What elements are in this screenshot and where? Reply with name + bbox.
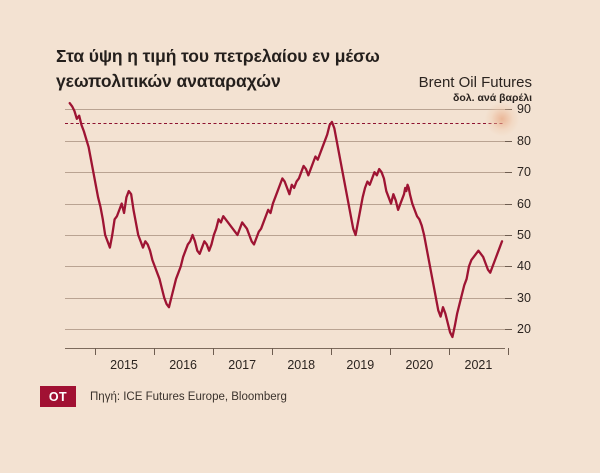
gridline xyxy=(65,329,505,331)
y-tick-label: 50 xyxy=(517,227,531,242)
x-tick-label: 2021 xyxy=(464,358,493,372)
x-tick-label: 2015 xyxy=(110,358,138,372)
page-title: Στα ύψη η τιμή του πετρελαίου εν μέσω γε… xyxy=(56,44,476,94)
y-tick-label: 80 xyxy=(517,133,531,148)
y-tick-label: 30 xyxy=(517,290,531,305)
gridline xyxy=(65,234,505,236)
x-tick-mark xyxy=(448,348,450,355)
x-axis-line xyxy=(65,348,505,349)
chart-plot-area: 20 30 40 50 60 70 80 90 2015 2016 2017 2018 2019 202… xyxy=(65,100,531,372)
y-tick-mark xyxy=(505,140,512,142)
y-tick-mark xyxy=(505,329,512,331)
gridline xyxy=(65,266,505,268)
x-tick-label: 2018 xyxy=(287,358,316,372)
x-tick-mark xyxy=(153,348,155,355)
y-tick-mark xyxy=(505,234,512,236)
y-tick-label: 40 xyxy=(517,259,531,274)
x-tick-mark xyxy=(330,348,332,355)
y-tick-mark xyxy=(505,266,512,268)
x-tick-mark xyxy=(271,348,273,355)
gridline xyxy=(65,203,505,205)
source-note: Πηγή: ICE Futures Europe, Bloomberg xyxy=(90,390,287,403)
gridline xyxy=(65,109,505,111)
y-tick-label: 70 xyxy=(517,165,531,180)
title-line-2: γεωπολιτικών αναταραχών xyxy=(56,71,281,91)
x-tick-label: 2017 xyxy=(228,358,257,372)
x-tick-mark xyxy=(94,348,96,355)
title-line-1: Στα ύψη η τιμή του πετρελαίου εν μέσω xyxy=(56,46,380,66)
y-tick-label: 60 xyxy=(517,196,531,211)
y-tick-label: 90 xyxy=(517,102,531,117)
x-tick-mark xyxy=(389,348,391,355)
gridline xyxy=(65,172,505,174)
y-tick-mark xyxy=(505,203,512,205)
x-tick-label: 2020 xyxy=(405,358,434,372)
x-tick-label: 2019 xyxy=(346,358,375,372)
footer: ΟΤ Πηγή: ICE Futures Europe, Bloomberg xyxy=(40,386,287,407)
brent-oil-line-chart xyxy=(65,101,505,339)
x-tick-mark xyxy=(212,348,214,355)
y-tick-mark xyxy=(505,109,512,111)
y-tick-label: 20 xyxy=(517,322,531,337)
x-tick-mark xyxy=(507,348,509,355)
y-tick-mark xyxy=(505,297,512,299)
x-tick-label: 2016 xyxy=(169,358,198,372)
y-tick-mark xyxy=(505,172,512,174)
series-line xyxy=(68,101,504,339)
series-label: Brent Oil Futures δολ. ανά βαρέλι xyxy=(419,74,532,105)
gridline xyxy=(65,140,505,142)
series-unit: δολ. ανά βαρέλι xyxy=(453,92,532,104)
gridline xyxy=(65,297,505,299)
ot-logo: ΟΤ xyxy=(40,386,76,407)
series-name: Brent Oil Futures xyxy=(418,74,532,91)
